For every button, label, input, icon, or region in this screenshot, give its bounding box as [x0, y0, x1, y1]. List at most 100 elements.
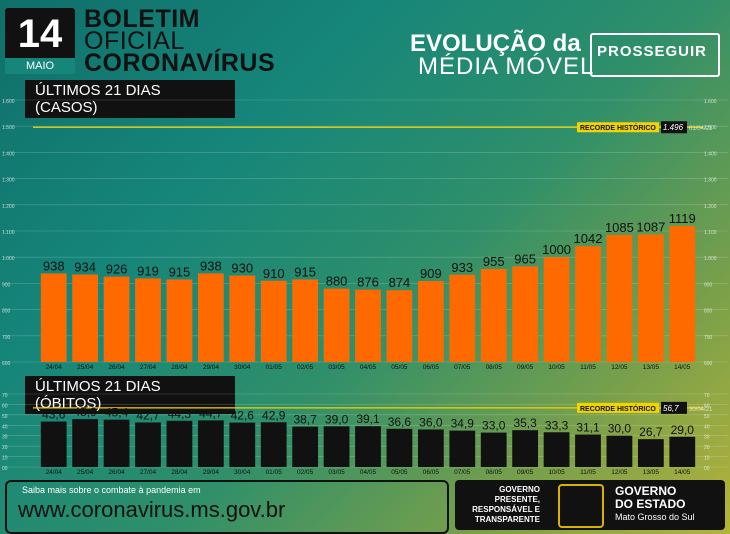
bar-value-label: 26,7 [639, 425, 663, 439]
record-date: 30/04/21 [689, 407, 713, 413]
bar [166, 420, 193, 467]
bar [260, 422, 287, 467]
bar-value-label: 45,9 [73, 405, 97, 419]
x-tick-label: 10/05 [548, 469, 565, 476]
government-slogan: GOVERNO PRESENTE, RESPONSÁVEL E TRANSPAR… [460, 485, 540, 525]
record-value-box [661, 401, 687, 414]
bar-value-label: 39,0 [325, 412, 349, 426]
x-tick-label: 28/04 [171, 469, 188, 476]
bar [166, 279, 193, 362]
slogan-line: GOVERNO [499, 485, 540, 494]
bar [637, 234, 664, 362]
bar-value-label: 1000 [542, 242, 571, 257]
x-tick-label: 25/04 [77, 364, 94, 371]
bar-value-label: 1087 [636, 219, 665, 234]
y-tick-label: 800 [704, 309, 713, 315]
y-tick-label: 700 [704, 335, 713, 341]
bar [103, 276, 130, 362]
footer-caption: Saiba mais sobre o combate à pandemia em [22, 485, 201, 495]
slogan-line: TRANSPARENTE [474, 515, 540, 524]
x-tick-label: 29/04 [203, 364, 220, 371]
cases-chart-title: ÚLTIMOS 21 DIAS (CASOS) [25, 80, 235, 118]
record-date: 01/04/21 [689, 126, 713, 132]
y-tick-label: 1.500 [704, 125, 717, 131]
y-tick-label: 1.000 [704, 256, 717, 262]
day-number: 14 [17, 12, 63, 56]
y-tick-label: 00 [2, 466, 8, 472]
x-tick-label: 05/05 [391, 469, 408, 476]
y-tick-label: 40 [704, 424, 710, 430]
x-tick-label: 24/04 [46, 469, 63, 476]
government-banner [455, 480, 725, 530]
x-tick-label: 27/04 [140, 469, 157, 476]
bar [480, 432, 507, 467]
bar-value-label: 934 [74, 259, 96, 274]
y-tick-label: 1.400 [704, 151, 717, 157]
bar-value-label: 31,1 [576, 421, 600, 435]
bar [637, 439, 664, 467]
bar-value-label: 36,6 [388, 415, 412, 429]
x-tick-label: 09/05 [517, 469, 534, 476]
x-tick-label: 28/04 [171, 364, 188, 371]
footer-url-link[interactable]: www.coronavirus.ms.gov.br [18, 497, 286, 522]
bar-value-label: 933 [451, 260, 473, 275]
y-tick-label: 900 [704, 282, 713, 288]
bar-value-label: 33,0 [482, 419, 506, 433]
bar-value-label: 30,0 [608, 422, 632, 436]
x-tick-label: 11/05 [580, 364, 596, 371]
slogan-line: PRESENTE, [494, 495, 540, 504]
bar [229, 422, 256, 467]
y-tick-label: 1.100 [704, 230, 717, 236]
y-tick-label: 1.000 [2, 256, 15, 262]
y-tick-label: 600 [704, 361, 713, 367]
x-tick-label: 30/04 [234, 364, 251, 371]
bar [229, 275, 256, 362]
bar [355, 289, 381, 362]
bar-value-label: 39,1 [356, 412, 380, 426]
bar [292, 426, 319, 467]
y-tick-label: 50 [704, 414, 710, 420]
y-tick-label: 10 [704, 456, 710, 462]
y-tick-label: 1.500 [2, 125, 15, 131]
x-tick-label: 14/05 [674, 364, 691, 371]
bar [72, 419, 99, 467]
bar-value-label: 38,7 [293, 413, 317, 427]
month-label: MAIO [5, 58, 75, 74]
x-tick-label: 13/05 [643, 364, 660, 371]
x-tick-label: 01/05 [266, 469, 283, 476]
bar [40, 273, 67, 362]
bar [543, 257, 570, 362]
y-tick-label: 30 [2, 435, 8, 441]
x-tick-label: 13/05 [643, 469, 660, 476]
bar-value-label: 965 [514, 251, 536, 266]
gov-name-line2: DO ESTADO [615, 497, 686, 511]
bar [512, 430, 539, 467]
bar [386, 290, 413, 362]
y-tick-label: 900 [2, 282, 11, 288]
x-tick-label: 04/05 [360, 469, 377, 476]
bar [606, 435, 633, 467]
x-tick-label: 29/04 [203, 469, 220, 476]
x-tick-label: 26/04 [108, 469, 125, 476]
bar-value-label: 938 [200, 258, 222, 273]
slogan-line: RESPONSÁVEL E [472, 505, 540, 514]
bar-value-label: 955 [483, 254, 505, 269]
y-tick-label: 1.300 [704, 178, 717, 184]
bar [575, 434, 601, 467]
bar-value-label: 42,9 [262, 408, 286, 422]
bar-value-label: 938 [43, 258, 65, 273]
record-label: RECORDE HISTÓRICO [580, 123, 656, 132]
bar [40, 421, 67, 467]
record-value-box [661, 121, 687, 134]
record-badge [577, 402, 659, 413]
y-tick-label: 60 [2, 403, 8, 409]
x-tick-label: 01/05 [266, 364, 283, 371]
y-tick-label: 10 [2, 456, 8, 462]
bar-value-label: 29,0 [671, 423, 695, 437]
bar-value-label: 1085 [605, 220, 634, 235]
y-tick-label: 1.400 [2, 151, 15, 157]
bar-value-label: 910 [263, 266, 285, 281]
x-tick-label: 09/05 [517, 364, 534, 371]
bar [135, 422, 161, 467]
